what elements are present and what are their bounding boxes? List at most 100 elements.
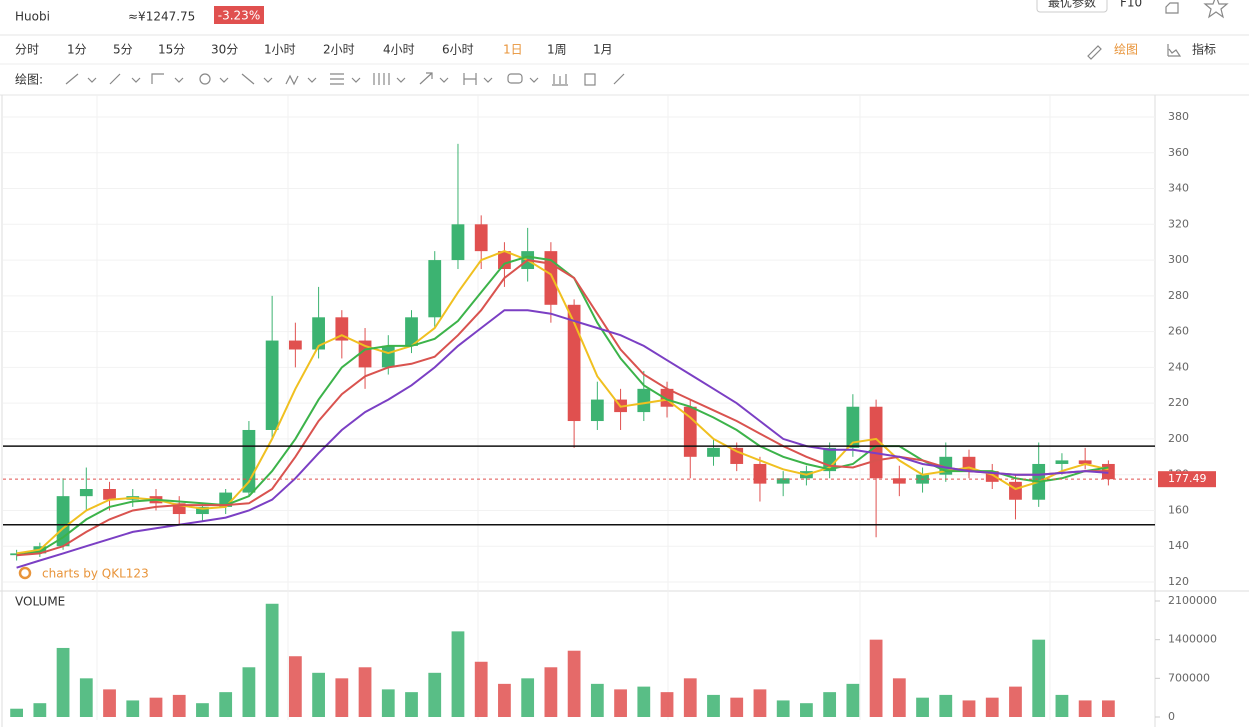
exchange: Huobi xyxy=(15,10,50,24)
y-tick-label: 280 xyxy=(1168,289,1189,302)
candle-body xyxy=(405,317,418,346)
last-price-label: 177.49 xyxy=(1168,472,1207,485)
volume-bar xyxy=(614,689,627,717)
volume-bar xyxy=(869,639,883,717)
candle-body xyxy=(312,317,325,350)
candle-body xyxy=(1078,460,1092,464)
candle-body xyxy=(498,251,511,270)
volume-bar xyxy=(288,656,302,717)
volume-bar xyxy=(1055,694,1069,717)
volume-bar xyxy=(753,689,767,717)
volume-bar xyxy=(985,697,999,717)
interval-button[interactable]: 5分 xyxy=(113,43,133,57)
interval-button[interactable]: 1月 xyxy=(593,43,613,57)
candle-body xyxy=(381,345,395,368)
interval-button[interactable]: 4小时 xyxy=(383,43,415,57)
change-badge xyxy=(214,6,264,24)
draw-label: 绘图: xyxy=(15,72,43,87)
y-tick-label: 320 xyxy=(1168,217,1189,230)
volume-bar xyxy=(428,672,442,717)
params-button[interactable]: 最优参数 xyxy=(1048,0,1096,10)
candle-body xyxy=(567,304,581,422)
candle-body xyxy=(1009,481,1022,500)
volume-bar xyxy=(567,650,581,717)
volume-bar xyxy=(242,667,256,717)
volume-bar xyxy=(1101,700,1115,717)
volume-bar xyxy=(730,697,744,717)
volume-bar xyxy=(79,678,93,717)
y-tick-label: 160 xyxy=(1168,503,1189,516)
interval-button[interactable]: 15分 xyxy=(158,43,185,57)
y-tick-label: 140 xyxy=(1168,539,1189,552)
volume-bar xyxy=(312,672,325,717)
volume-bar xyxy=(544,667,558,717)
volume-bar xyxy=(172,694,186,717)
y-tick-label: 260 xyxy=(1168,325,1189,338)
watermark: charts by QKL123 xyxy=(42,567,149,581)
candle-body xyxy=(985,471,999,482)
candle-body xyxy=(335,317,349,341)
interval-button[interactable]: 1日 xyxy=(503,43,523,57)
candle-body xyxy=(288,340,302,350)
volume-bar xyxy=(660,692,674,717)
volume-tick-label: 1400000 xyxy=(1168,633,1217,646)
volume-tick-label: 0 xyxy=(1168,710,1175,723)
volume-bar xyxy=(800,703,813,717)
volume-bar xyxy=(265,603,279,717)
volume-bar xyxy=(846,683,860,717)
volume-bar xyxy=(892,678,906,717)
volume-tick-label: 2100000 xyxy=(1168,594,1217,607)
volume-bar xyxy=(56,647,70,717)
y-tick-label: 220 xyxy=(1168,396,1189,409)
candle-body xyxy=(196,506,209,515)
volume-bar xyxy=(358,667,372,717)
y-tick-label: 340 xyxy=(1168,182,1189,195)
volume-bar xyxy=(521,678,535,717)
volume-bar xyxy=(10,708,24,717)
y-tick-label: 380 xyxy=(1168,110,1189,123)
interval-button[interactable]: 6小时 xyxy=(442,43,474,57)
ma-line xyxy=(16,259,1109,557)
volume-bar xyxy=(939,694,953,717)
y-tick-label: 120 xyxy=(1168,575,1189,588)
candle-body xyxy=(428,260,442,318)
candle-body xyxy=(451,224,465,261)
volume-bar xyxy=(962,700,976,717)
volume-bar xyxy=(683,678,697,717)
indicator-button[interactable]: 指标 xyxy=(1192,42,1216,57)
candle-body xyxy=(753,463,767,484)
interval-button[interactable]: 分时 xyxy=(15,43,39,57)
candle-body xyxy=(590,399,604,422)
volume-bar xyxy=(776,700,790,717)
interval-button[interactable]: 30分 xyxy=(211,43,238,57)
candle-body xyxy=(846,406,860,448)
y-tick-label: 300 xyxy=(1168,253,1189,266)
interval-button[interactable]: 1分 xyxy=(67,43,87,57)
y-tick-label: 360 xyxy=(1168,146,1189,159)
volume-bar xyxy=(498,683,511,717)
candle-body xyxy=(892,478,906,484)
candle-body xyxy=(103,489,116,500)
candle-body xyxy=(79,489,93,497)
volume-bar xyxy=(637,686,651,717)
volume-bar xyxy=(590,683,604,717)
volume-bar xyxy=(451,631,465,717)
volume-bar xyxy=(405,692,418,717)
volume-bar xyxy=(33,703,47,717)
draw-button[interactable]: 绘图 xyxy=(1114,42,1138,57)
interval-button[interactable]: 1小时 xyxy=(264,43,296,57)
ma-line xyxy=(16,309,1109,569)
y-tick-label: 240 xyxy=(1168,360,1189,373)
candle-body xyxy=(56,496,70,547)
volume-bar xyxy=(219,692,233,717)
y-tick-label: 200 xyxy=(1168,432,1189,445)
candle-body xyxy=(172,503,186,515)
f10-button[interactable]: F10 xyxy=(1120,0,1142,10)
volume-bar xyxy=(474,661,488,717)
interval-button[interactable]: 2小时 xyxy=(323,43,355,57)
volume-tick-label: 700000 xyxy=(1168,671,1210,684)
interval-button[interactable]: 1周 xyxy=(547,43,567,57)
volume-bar xyxy=(823,692,837,717)
